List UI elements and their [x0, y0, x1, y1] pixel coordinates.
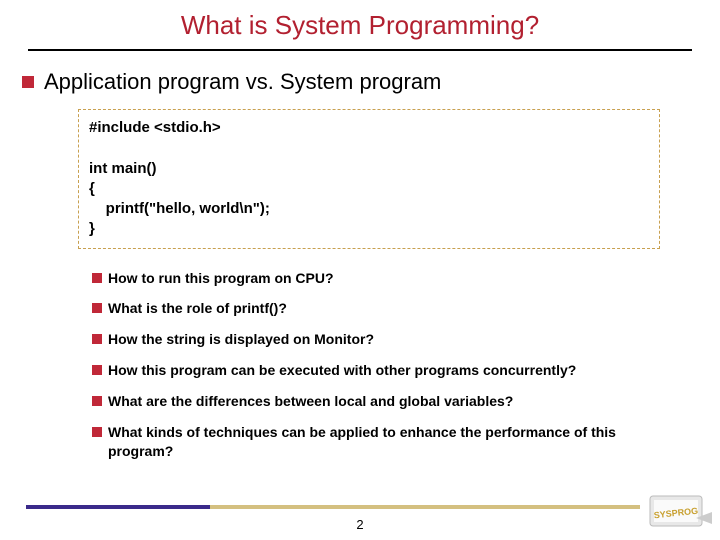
code-box: #include <stdio.h> int main() { printf("…: [78, 109, 660, 249]
list-item: What are the differences between local a…: [92, 392, 720, 411]
square-bullet-icon: [92, 273, 102, 283]
list-item: How this program can be executed with ot…: [92, 361, 720, 380]
list-item: How the string is displayed on Monitor?: [92, 330, 720, 349]
question-text: How to run this program on CPU?: [108, 269, 334, 288]
question-text: How the string is displayed on Monitor?: [108, 330, 374, 349]
main-bullet-row: Application program vs. System program: [22, 69, 720, 95]
page-number: 2: [0, 517, 720, 532]
list-item: How to run this program on CPU?: [92, 269, 720, 288]
square-bullet-icon: [92, 427, 102, 437]
question-text: What is the role of printf()?: [108, 299, 287, 318]
list-item: What is the role of printf()?: [92, 299, 720, 318]
slide-title: What is System Programming?: [0, 0, 720, 49]
main-bullet-text: Application program vs. System program: [44, 69, 441, 95]
logo-icon: SYSPROG: [644, 492, 714, 534]
footer-accent-bar: [26, 505, 640, 509]
square-bullet-icon: [92, 334, 102, 344]
question-text: What are the differences between local a…: [108, 392, 513, 411]
question-list: How to run this program on CPU? What is …: [92, 269, 720, 461]
square-bullet-icon: [92, 303, 102, 313]
square-bullet-icon: [92, 396, 102, 406]
list-item: What kinds of techniques can be applied …: [92, 423, 720, 461]
square-bullet-icon: [22, 76, 34, 88]
question-text: How this program can be executed with ot…: [108, 361, 576, 380]
title-divider: [28, 49, 692, 51]
square-bullet-icon: [92, 365, 102, 375]
question-text: What kinds of techniques can be applied …: [108, 423, 668, 461]
